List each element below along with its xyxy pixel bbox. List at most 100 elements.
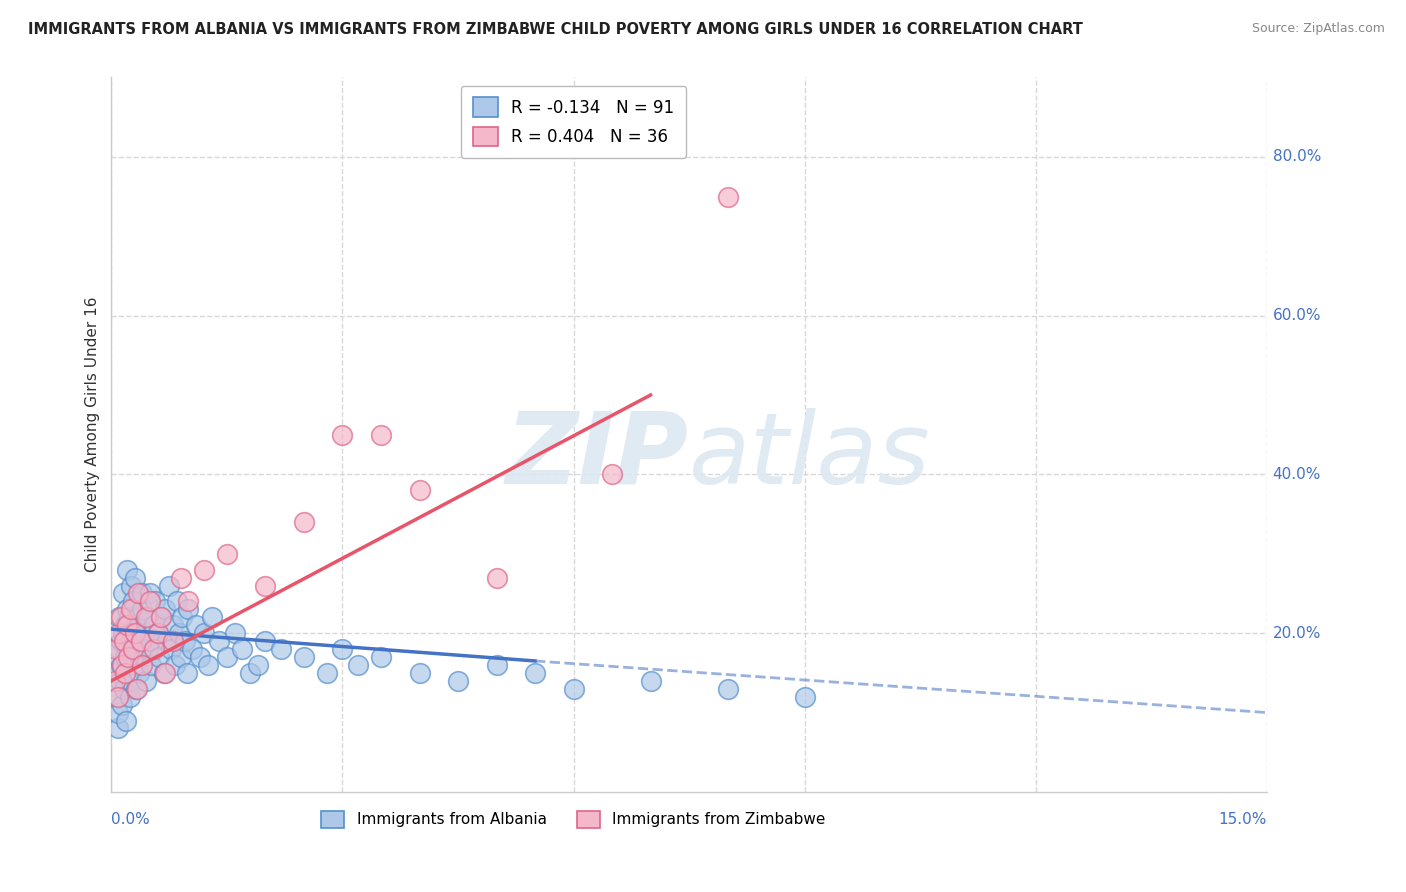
Point bbox=[370, 650, 392, 665]
Point bbox=[122, 657, 145, 672]
Point bbox=[122, 642, 145, 657]
Legend: Immigrants from Albania, Immigrants from Zimbabwe: Immigrants from Albania, Immigrants from… bbox=[315, 805, 832, 834]
Point bbox=[150, 610, 173, 624]
Text: atlas: atlas bbox=[689, 408, 931, 505]
Point bbox=[139, 586, 162, 600]
Point bbox=[108, 642, 131, 657]
Point bbox=[146, 626, 169, 640]
Point bbox=[115, 618, 138, 632]
Point bbox=[254, 634, 277, 648]
Point bbox=[139, 594, 162, 608]
Point bbox=[150, 610, 173, 624]
Point bbox=[105, 642, 128, 657]
Point bbox=[292, 515, 315, 529]
Point bbox=[562, 681, 585, 696]
Point bbox=[332, 427, 354, 442]
Point bbox=[254, 578, 277, 592]
Point bbox=[134, 626, 156, 640]
Point bbox=[104, 665, 127, 680]
Point bbox=[176, 665, 198, 680]
Point bbox=[170, 571, 193, 585]
Point bbox=[224, 626, 246, 640]
Point bbox=[125, 681, 148, 696]
Y-axis label: Child Poverty Among Girls Under 16: Child Poverty Among Girls Under 16 bbox=[86, 297, 100, 573]
Text: 20.0%: 20.0% bbox=[1272, 625, 1320, 640]
Point bbox=[177, 594, 200, 608]
Text: 40.0%: 40.0% bbox=[1272, 467, 1320, 482]
Text: 0.0%: 0.0% bbox=[111, 812, 150, 827]
Point bbox=[108, 610, 131, 624]
Point bbox=[114, 650, 136, 665]
Point bbox=[193, 563, 215, 577]
Point bbox=[157, 578, 180, 592]
Point bbox=[110, 634, 132, 648]
Point bbox=[111, 698, 134, 712]
Point bbox=[640, 673, 662, 688]
Point bbox=[167, 626, 190, 640]
Point bbox=[120, 673, 142, 688]
Point bbox=[156, 634, 179, 648]
Point bbox=[246, 657, 269, 672]
Point bbox=[170, 650, 193, 665]
Text: 80.0%: 80.0% bbox=[1272, 149, 1320, 164]
Point bbox=[193, 626, 215, 640]
Point bbox=[118, 610, 141, 624]
Point bbox=[408, 483, 430, 498]
Point bbox=[152, 665, 174, 680]
Point bbox=[115, 602, 138, 616]
Point bbox=[129, 634, 152, 648]
Point bbox=[316, 665, 339, 680]
Point bbox=[208, 634, 231, 648]
Point bbox=[197, 657, 219, 672]
Point bbox=[112, 634, 135, 648]
Point bbox=[524, 665, 547, 680]
Text: ZIP: ZIP bbox=[506, 408, 689, 505]
Point bbox=[110, 657, 132, 672]
Point bbox=[270, 642, 292, 657]
Point bbox=[143, 594, 166, 608]
Point bbox=[160, 642, 183, 657]
Point bbox=[716, 189, 738, 203]
Point bbox=[124, 618, 146, 632]
Point bbox=[131, 657, 153, 672]
Point bbox=[215, 547, 238, 561]
Point bbox=[138, 642, 160, 657]
Point bbox=[215, 650, 238, 665]
Point bbox=[125, 681, 148, 696]
Point bbox=[181, 642, 204, 657]
Point bbox=[139, 634, 162, 648]
Point bbox=[146, 626, 169, 640]
Point bbox=[148, 650, 170, 665]
Point bbox=[155, 602, 177, 616]
Point bbox=[112, 681, 135, 696]
Point bbox=[111, 586, 134, 600]
Point bbox=[122, 594, 145, 608]
Point bbox=[115, 563, 138, 577]
Point bbox=[127, 642, 149, 657]
Point bbox=[129, 634, 152, 648]
Text: 15.0%: 15.0% bbox=[1219, 812, 1267, 827]
Point bbox=[142, 642, 165, 657]
Point bbox=[117, 650, 139, 665]
Point bbox=[172, 610, 194, 624]
Point bbox=[485, 657, 508, 672]
Text: 60.0%: 60.0% bbox=[1272, 308, 1322, 323]
Point bbox=[131, 586, 153, 600]
Point bbox=[166, 594, 188, 608]
Point bbox=[128, 665, 150, 680]
Point bbox=[163, 657, 186, 672]
Point bbox=[111, 626, 134, 640]
Point bbox=[716, 681, 738, 696]
Point bbox=[118, 690, 141, 704]
Point bbox=[485, 571, 508, 585]
Point bbox=[120, 602, 142, 616]
Point bbox=[793, 690, 815, 704]
Point bbox=[124, 626, 146, 640]
Point bbox=[447, 673, 470, 688]
Point bbox=[120, 578, 142, 592]
Point bbox=[114, 618, 136, 632]
Point bbox=[105, 690, 128, 704]
Point bbox=[370, 427, 392, 442]
Point bbox=[110, 610, 132, 624]
Point bbox=[108, 673, 131, 688]
